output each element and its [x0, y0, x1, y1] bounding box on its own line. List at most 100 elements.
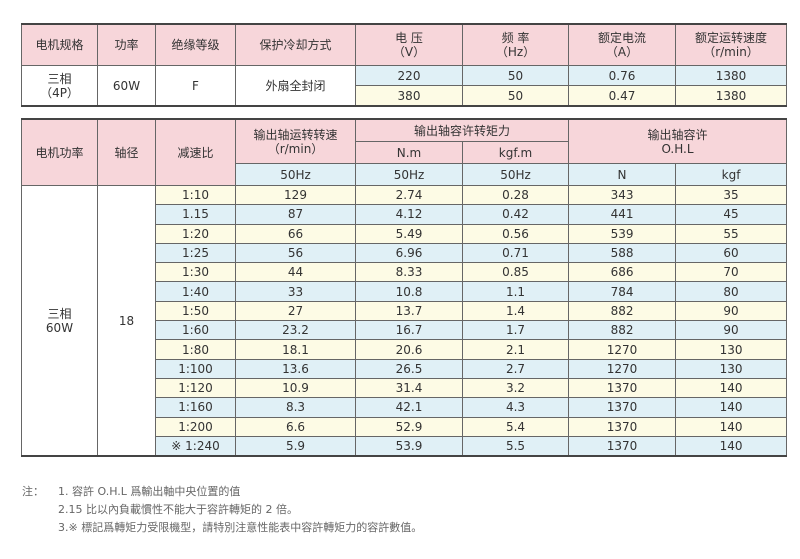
ohl-n-cell: 1370 — [568, 377, 677, 399]
ratio-cell: 1:100 — [155, 358, 236, 379]
ohl-kgf-cell: 90 — [675, 300, 788, 322]
current-cell: 0.76 — [568, 65, 676, 86]
table-row: 1:200 6.6 52.9 5.4 1370 140 — [21, 416, 788, 437]
header-n: N — [568, 163, 677, 186]
ratio-cell: 1:50 — [155, 300, 236, 322]
table-row: 1:40 33 10.8 1.1 784 80 — [21, 281, 788, 302]
ohl-kgf-cell: 35 — [675, 184, 788, 206]
ohl-n-cell: 441 — [568, 204, 677, 225]
ohl-n-cell: 1270 — [568, 358, 677, 379]
torque-kgfm-cell: 2.1 — [461, 339, 570, 360]
header-insulation: 绝缘等级 — [155, 23, 236, 66]
ohl-n-cell: 1370 — [568, 435, 677, 457]
header-kgfm: kgf.m — [461, 141, 570, 164]
table-row: 1:100 13.6 26.5 2.7 1270 130 — [21, 358, 788, 379]
torque-kgfm-cell: 5.4 — [461, 416, 570, 437]
motor-cell: 三相 60W — [21, 185, 98, 457]
torque-kgfm-cell: 0.56 — [461, 223, 570, 244]
ratio-cell: ※ 1:240 — [155, 435, 236, 457]
ratio-cell: 1:25 — [155, 242, 236, 264]
header-hz: 50Hz — [235, 163, 356, 186]
table-row: 三相 60W 18 1:10 129 2.74 0.28 343 35 — [21, 184, 788, 457]
torque-kgfm-cell: 2.7 — [461, 358, 570, 379]
header-torque: 输出轴容许转矩力 — [354, 118, 570, 142]
ohl-kgf-cell: 70 — [675, 262, 788, 283]
ratio-cell: 1:160 — [155, 397, 236, 418]
ohl-n-cell: 882 — [568, 300, 677, 322]
ratio-cell: 1:30 — [155, 262, 236, 283]
torque-kgfm-cell: 0.28 — [461, 184, 570, 206]
table-row: 1:50 27 13.7 1.4 882 90 — [21, 300, 788, 322]
torque-kgfm-cell: 1.7 — [461, 320, 570, 341]
ohl-n-cell: 588 — [568, 242, 677, 264]
header-voltage: 电 压（V） — [355, 23, 463, 66]
torque-nm-cell: 20.6 — [355, 339, 463, 360]
torque-nm-cell: 52.9 — [355, 416, 463, 437]
ratio-cell: 1:40 — [155, 281, 236, 302]
shaft-cell: 18 — [97, 185, 156, 457]
current-cell: 0.47 — [568, 85, 676, 107]
speed-cell: 129 — [235, 184, 356, 206]
performance-table: 电机功率 轴径 减速比 输出轴运转转速 （r/min） 输出轴容许转矩力 输出轴容… — [21, 118, 788, 458]
speed-cell: 1380 — [675, 65, 787, 86]
torque-nm-cell: 2.74 — [355, 184, 463, 206]
voltage-cell: 380 — [355, 85, 463, 107]
speed-cell: 13.6 — [235, 358, 356, 379]
ratio-cell: 1:200 — [155, 416, 236, 437]
ohl-kgf-cell: 55 — [675, 223, 788, 244]
ratio-cell: 1:20 — [155, 223, 236, 244]
ohl-kgf-cell: 80 — [675, 281, 788, 302]
frequency-cell: 50 — [462, 85, 569, 107]
speed-cell: 10.9 — [235, 377, 356, 399]
ohl-kgf-cell: 140 — [675, 397, 788, 418]
header-hz: 50Hz — [355, 163, 463, 186]
header-output-speed: 输出轴运转转速 （r/min） — [235, 118, 356, 164]
torque-nm-cell: 53.9 — [355, 435, 463, 457]
speed-cell: 6.6 — [235, 416, 356, 437]
table-row: 1:160 8.3 42.1 4.3 1370 140 — [21, 397, 788, 418]
ratio-cell: 1:120 — [155, 377, 236, 399]
torque-kgfm-cell: 3.2 — [461, 377, 570, 399]
torque-nm-cell: 16.7 — [355, 320, 463, 341]
torque-kgfm-cell: 4.3 — [461, 397, 570, 418]
note-1: 注： 1. 容許 O.H.L 爲輸出軸中央位置的值 — [22, 485, 241, 498]
header-hz: 50Hz — [461, 163, 570, 186]
torque-nm-cell: 8.33 — [355, 262, 463, 283]
ohl-n-cell: 686 — [568, 262, 677, 283]
torque-nm-cell: 6.96 — [355, 242, 463, 264]
header-kgf: kgf — [675, 163, 788, 186]
speed-cell: 87 — [235, 204, 356, 225]
header-ohl: 输出轴容许 O.H.L — [568, 118, 788, 164]
table-row: 1:30 44 8.33 0.85 686 70 — [21, 262, 788, 283]
ohl-kgf-cell: 130 — [675, 339, 788, 360]
torque-nm-cell: 26.5 — [355, 358, 463, 379]
ohl-kgf-cell: 60 — [675, 242, 788, 264]
table-row: 1.15 87 4.12 0.42 441 45 — [21, 204, 788, 225]
speed-cell: 33 — [235, 281, 356, 302]
table-row: 1:20 66 5.49 0.56 539 55 — [21, 223, 788, 244]
header-speed: 额定运转速度 （r/min） — [675, 23, 787, 66]
cooling-cell: 外扇全封闭 — [235, 65, 356, 107]
header-cooling: 保护冷却方式 — [235, 23, 356, 66]
torque-kgfm-cell: 0.42 — [461, 204, 570, 225]
ohl-n-cell: 1370 — [568, 397, 677, 418]
insulation-cell: F — [155, 65, 236, 107]
note-2: 2.15 比以內負載慣性不能大于容許轉矩的 2 倍。 — [58, 503, 298, 516]
header-ratio: 减速比 — [155, 118, 236, 186]
speed-cell: 66 — [235, 223, 356, 244]
spec-cell: 三相 （4P） — [21, 65, 98, 107]
ratio-cell: 1:80 — [155, 339, 236, 360]
header-motor-power: 电机功率 — [21, 118, 98, 186]
ohl-n-cell: 882 — [568, 320, 677, 341]
frequency-cell: 50 — [462, 65, 569, 86]
torque-nm-cell: 31.4 — [355, 377, 463, 399]
torque-nm-cell: 13.7 — [355, 300, 463, 322]
power-cell: 60W — [97, 65, 156, 107]
header-spec: 电机规格 — [21, 23, 98, 66]
header-frequency: 频 率（Hz） — [462, 23, 569, 66]
torque-nm-cell: 10.8 — [355, 281, 463, 302]
ohl-kgf-cell: 130 — [675, 358, 788, 379]
torque-kgfm-cell: 0.85 — [461, 262, 570, 283]
ohl-n-cell: 343 — [568, 184, 677, 206]
speed-cell: 1380 — [675, 85, 787, 107]
